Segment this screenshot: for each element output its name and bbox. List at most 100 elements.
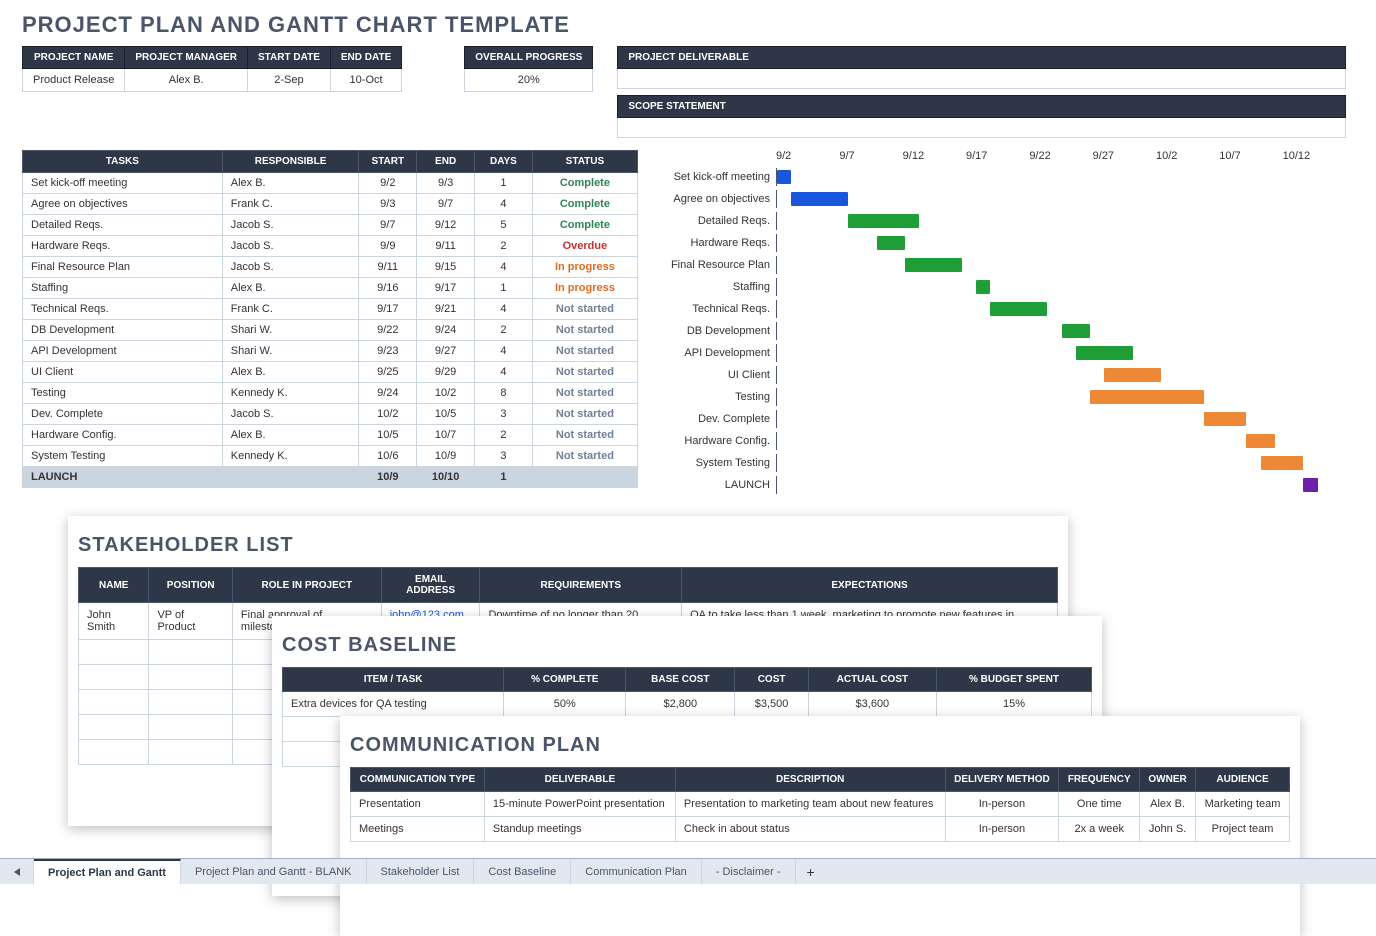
task-cell: 10/2 bbox=[417, 383, 475, 404]
task-status: In progress bbox=[532, 278, 637, 299]
sheet-tab[interactable]: Project Plan and Gantt bbox=[34, 859, 181, 884]
task-cell: Jacob S. bbox=[222, 236, 359, 257]
gantt-track bbox=[776, 212, 1346, 230]
gantt-bar[interactable] bbox=[1062, 324, 1090, 338]
gantt-row-label: DB Development bbox=[666, 325, 776, 337]
task-row[interactable]: Set kick-off meetingAlex B.9/29/31Comple… bbox=[23, 173, 638, 194]
gantt-bar[interactable] bbox=[777, 170, 791, 184]
gantt-bar[interactable] bbox=[990, 302, 1047, 316]
gantt-bar[interactable] bbox=[1204, 412, 1247, 426]
gantt-bar[interactable] bbox=[1104, 368, 1161, 382]
sheet-tab[interactable]: Project Plan and Gantt - BLANK bbox=[181, 859, 367, 884]
task-cell: 9/23 bbox=[359, 341, 417, 362]
project-deliverable-value[interactable] bbox=[617, 69, 1346, 89]
gantt-bar[interactable] bbox=[976, 280, 990, 294]
task-row[interactable]: Agree on objectivesFrank C.9/39/74Comple… bbox=[23, 194, 638, 215]
gantt-row: Hardware Config. bbox=[666, 430, 1346, 452]
tab-nav-icon[interactable] bbox=[0, 859, 34, 884]
task-row[interactable]: UI ClientAlex B.9/259/294Not started bbox=[23, 362, 638, 383]
table-cell: One time bbox=[1059, 792, 1140, 817]
table-row[interactable]: MeetingsStandup meetingsCheck in about s… bbox=[351, 817, 1290, 842]
gantt-track bbox=[776, 322, 1346, 340]
task-cell: 9/17 bbox=[417, 278, 475, 299]
page-title: PROJECT PLAN AND GANTT CHART TEMPLATE bbox=[0, 0, 1376, 46]
table-row[interactable]: Presentation15-minute PowerPoint present… bbox=[351, 792, 1290, 817]
meta-val-2[interactable]: 2-Sep bbox=[248, 69, 331, 92]
table-cell: $3,500 bbox=[735, 692, 808, 717]
task-status: In progress bbox=[532, 257, 637, 278]
gantt-row-label: Final Resource Plan bbox=[666, 259, 776, 271]
communication-plan-sheet: COMMUNICATION PLAN COMMUNICATION TYPEDEL… bbox=[340, 716, 1300, 936]
gantt-track bbox=[776, 476, 1346, 494]
task-status: Not started bbox=[532, 341, 637, 362]
task-row[interactable]: Dev. CompleteJacob S.10/210/53Not starte… bbox=[23, 404, 638, 425]
task-cell: 9/24 bbox=[359, 383, 417, 404]
table-row[interactable]: Extra devices for QA testing50%$2,800$3,… bbox=[283, 692, 1092, 717]
gantt-bar[interactable] bbox=[1303, 478, 1317, 492]
meta-val-3[interactable]: 10-Oct bbox=[330, 69, 401, 92]
stakeholder-title: STAKEHOLDER LIST bbox=[78, 524, 1058, 563]
task-cell: 9/9 bbox=[359, 236, 417, 257]
table-header-cell: DELIVERABLE bbox=[484, 768, 675, 792]
task-cell: Detailed Reqs. bbox=[23, 215, 223, 236]
gantt-row: Set kick-off meeting bbox=[666, 166, 1346, 188]
task-row[interactable]: DB DevelopmentShari W.9/229/242Not start… bbox=[23, 320, 638, 341]
project-meta-table: PROJECT NAMEPROJECT MANAGERSTART DATEEND… bbox=[22, 46, 402, 92]
sheet-tab-bar: Project Plan and GanttProject Plan and G… bbox=[0, 858, 1376, 884]
task-cell: Alex B. bbox=[222, 425, 359, 446]
meta-val-1[interactable]: Alex B. bbox=[125, 69, 248, 92]
gantt-bar[interactable] bbox=[848, 214, 919, 228]
gantt-bar[interactable] bbox=[877, 236, 905, 250]
gantt-bar[interactable] bbox=[1076, 346, 1133, 360]
add-sheet-button[interactable]: + bbox=[796, 859, 826, 884]
task-cell: Jacob S. bbox=[222, 215, 359, 236]
task-cell: 9/24 bbox=[417, 320, 475, 341]
task-cell: Hardware Config. bbox=[23, 425, 223, 446]
task-row[interactable]: StaffingAlex B.9/169/171In progress bbox=[23, 278, 638, 299]
task-row[interactable]: LAUNCH10/910/101 bbox=[23, 467, 638, 488]
table-cell: Meetings bbox=[351, 817, 485, 842]
task-row[interactable]: Hardware Config.Alex B.10/510/72Not star… bbox=[23, 425, 638, 446]
meta-val-0[interactable]: Product Release bbox=[23, 69, 125, 92]
task-cell: 9/27 bbox=[417, 341, 475, 362]
table-cell bbox=[149, 640, 232, 665]
task-status: Not started bbox=[532, 404, 637, 425]
meta-row: PROJECT NAMEPROJECT MANAGERSTART DATEEND… bbox=[0, 46, 1376, 138]
gantt-axis-tick: 10/7 bbox=[1219, 150, 1282, 162]
task-cell: Jacob S. bbox=[222, 257, 359, 278]
gantt-row: DB Development bbox=[666, 320, 1346, 342]
scope-statement-value[interactable] bbox=[617, 118, 1346, 138]
task-row[interactable]: System TestingKennedy K.10/610/93Not sta… bbox=[23, 446, 638, 467]
table-cell: Presentation bbox=[351, 792, 485, 817]
meta-col-0: PROJECT NAME bbox=[23, 47, 125, 69]
table-cell: Check in about status bbox=[675, 817, 945, 842]
task-cell: 9/2 bbox=[359, 173, 417, 194]
task-cell: 9/7 bbox=[359, 215, 417, 236]
sheet-tab[interactable]: - Disclaimer - bbox=[702, 859, 796, 884]
task-row[interactable]: Final Resource PlanJacob S.9/119/154In p… bbox=[23, 257, 638, 278]
task-row[interactable]: Hardware Reqs.Jacob S.9/99/112Overdue bbox=[23, 236, 638, 257]
sheet-tab[interactable]: Cost Baseline bbox=[474, 859, 571, 884]
gantt-axis-tick: 9/2 bbox=[776, 150, 839, 162]
task-row[interactable]: TestingKennedy K.9/2410/28Not started bbox=[23, 383, 638, 404]
overall-progress-label: OVERALL PROGRESS bbox=[465, 47, 593, 69]
sheet-tab[interactable]: Communication Plan bbox=[571, 859, 702, 884]
gantt-bar[interactable] bbox=[791, 192, 848, 206]
task-status: Complete bbox=[532, 173, 637, 194]
gantt-row-label: API Development bbox=[666, 347, 776, 359]
task-cell: 2 bbox=[475, 236, 533, 257]
gantt-bar[interactable] bbox=[1261, 456, 1304, 470]
gantt-bar[interactable] bbox=[905, 258, 962, 272]
task-row[interactable]: Detailed Reqs.Jacob S.9/79/125Complete bbox=[23, 215, 638, 236]
gantt-bar[interactable] bbox=[1090, 390, 1204, 404]
sheet-tab[interactable]: Stakeholder List bbox=[367, 859, 475, 884]
task-row[interactable]: Technical Reqs.Frank C.9/179/214Not star… bbox=[23, 299, 638, 320]
table-cell bbox=[79, 740, 149, 765]
gantt-bar[interactable] bbox=[1246, 434, 1274, 448]
table-cell: In-person bbox=[945, 817, 1059, 842]
task-status: Overdue bbox=[532, 236, 637, 257]
tasks-table: TASKSRESPONSIBLESTARTENDDAYSSTATUS Set k… bbox=[22, 150, 638, 488]
task-row[interactable]: API DevelopmentShari W.9/239/274Not star… bbox=[23, 341, 638, 362]
task-cell: Hardware Reqs. bbox=[23, 236, 223, 257]
communication-table: COMMUNICATION TYPEDELIVERABLEDESCRIPTION… bbox=[350, 767, 1290, 842]
